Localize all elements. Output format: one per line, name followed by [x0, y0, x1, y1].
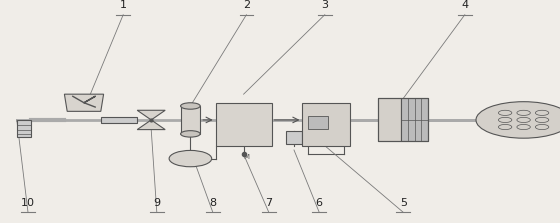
Circle shape	[476, 102, 560, 138]
Text: 4: 4	[461, 0, 468, 10]
Text: 9: 9	[153, 198, 160, 208]
Text: 5: 5	[400, 198, 407, 208]
Text: M: M	[244, 154, 249, 160]
Text: 10: 10	[21, 198, 35, 208]
Bar	[180, 106, 200, 134]
Bar	[17, 120, 31, 137]
Text: 2: 2	[243, 0, 250, 10]
Bar	[378, 99, 428, 141]
Circle shape	[169, 151, 212, 167]
Ellipse shape	[180, 131, 200, 137]
Bar	[101, 117, 137, 123]
Polygon shape	[64, 94, 104, 111]
Bar	[302, 103, 350, 146]
Text: 8: 8	[209, 198, 216, 208]
Bar	[216, 103, 272, 146]
Bar	[378, 99, 401, 141]
Text: 7: 7	[265, 198, 272, 208]
Text: 1: 1	[120, 0, 127, 10]
Polygon shape	[137, 120, 165, 130]
Polygon shape	[137, 110, 165, 120]
Bar	[401, 99, 428, 141]
Bar	[308, 116, 328, 128]
Ellipse shape	[180, 103, 200, 109]
Bar	[286, 131, 302, 144]
Text: 6: 6	[316, 198, 323, 208]
Text: 3: 3	[321, 0, 328, 10]
